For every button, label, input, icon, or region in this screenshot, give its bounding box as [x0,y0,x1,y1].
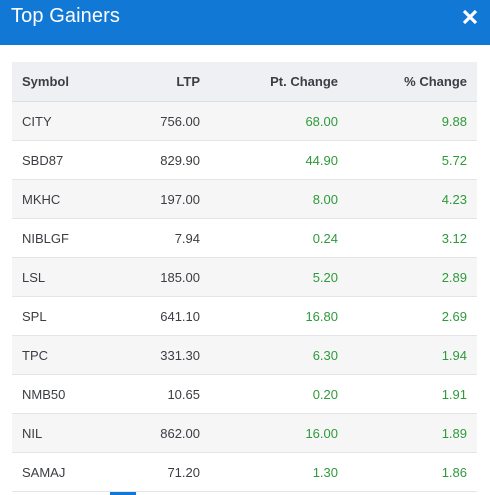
cell-ltp: 756.00 [114,101,200,141]
cell-symbol[interactable]: SBD87 [12,140,114,180]
scroll-indicator[interactable] [110,492,136,495]
cell-symbol[interactable]: CITY [12,101,114,141]
cell-pct-change: 1.86 [338,452,477,492]
cell-symbol[interactable]: TPC [12,335,114,375]
table-row[interactable]: TPC 331.30 6.30 1.94 [12,335,477,375]
cell-ltp: 71.20 [114,452,200,492]
table-row[interactable]: SPL 641.10 16.80 2.69 [12,296,477,336]
cell-pt-change: 16.00 [200,413,338,453]
table-body: CITY 756.00 68.00 9.88 SBD87 829.90 44.9… [12,101,477,492]
cell-pct-change: 9.88 [338,101,477,141]
column-header-symbol[interactable]: Symbol [12,62,114,102]
cell-ltp: 185.00 [114,257,200,297]
table-row[interactable]: NIL 862.00 16.00 1.89 [12,413,477,453]
table-row[interactable]: LSL 185.00 5.20 2.89 [12,257,477,297]
cell-symbol[interactable]: NIBLGF [12,218,114,258]
cell-pct-change: 5.72 [338,140,477,180]
table-header-row: Symbol LTP Pt. Change % Change [12,62,477,102]
cell-ltp: 10.65 [114,374,200,414]
table-row[interactable]: NIBLGF 7.94 0.24 3.12 [12,218,477,258]
cell-pt-change: 0.20 [200,374,338,414]
table-row[interactable]: SBD87 829.90 44.90 5.72 [12,140,477,180]
cell-ltp: 197.00 [114,179,200,219]
cell-symbol[interactable]: SAMAJ [12,452,114,492]
cell-pt-change: 0.24 [200,218,338,258]
cell-ltp: 862.00 [114,413,200,453]
cell-ltp: 331.30 [114,335,200,375]
column-header-pt-change[interactable]: Pt. Change [200,62,338,102]
table-row[interactable]: CITY 756.00 68.00 9.88 [12,101,477,141]
cell-pt-change: 16.80 [200,296,338,336]
cell-pct-change: 3.12 [338,218,477,258]
cell-pt-change: 68.00 [200,101,338,141]
cell-symbol[interactable]: LSL [12,257,114,297]
table-header: Symbol LTP Pt. Change % Change [12,62,477,102]
cell-pct-change: 2.69 [338,296,477,336]
cell-symbol[interactable]: NIL [12,413,114,453]
cell-pt-change: 44.90 [200,140,338,180]
table-row[interactable]: NMB50 10.65 0.20 1.91 [12,374,477,414]
cell-ltp: 7.94 [114,218,200,258]
modal-title: Top Gainers [11,5,120,27]
cell-pct-change: 4.23 [338,179,477,219]
gainers-table-container: Symbol LTP Pt. Change % Change CITY 756.… [12,62,477,492]
cell-pct-change: 1.89 [338,413,477,453]
column-header-pct-change[interactable]: % Change [338,62,477,102]
cell-pt-change: 8.00 [200,179,338,219]
cell-ltp: 641.10 [114,296,200,336]
cell-pct-change: 2.89 [338,257,477,297]
cell-pt-change: 5.20 [200,257,338,297]
modal-header: Top Gainers [0,0,490,45]
cell-ltp: 829.90 [114,140,200,180]
cell-pt-change: 1.30 [200,452,338,492]
cell-pct-change: 1.91 [338,374,477,414]
cell-pt-change: 6.30 [200,335,338,375]
table-row[interactable]: SAMAJ 71.20 1.30 1.86 [12,452,477,492]
cell-symbol[interactable]: SPL [12,296,114,336]
close-icon [462,9,478,25]
cell-symbol[interactable]: NMB50 [12,374,114,414]
column-header-ltp[interactable]: LTP [114,62,200,102]
cell-pct-change: 1.94 [338,335,477,375]
cell-symbol[interactable]: MKHC [12,179,114,219]
table-row[interactable]: MKHC 197.00 8.00 4.23 [12,179,477,219]
close-button[interactable] [460,7,480,27]
gainers-table: Symbol LTP Pt. Change % Change CITY 756.… [12,62,477,492]
